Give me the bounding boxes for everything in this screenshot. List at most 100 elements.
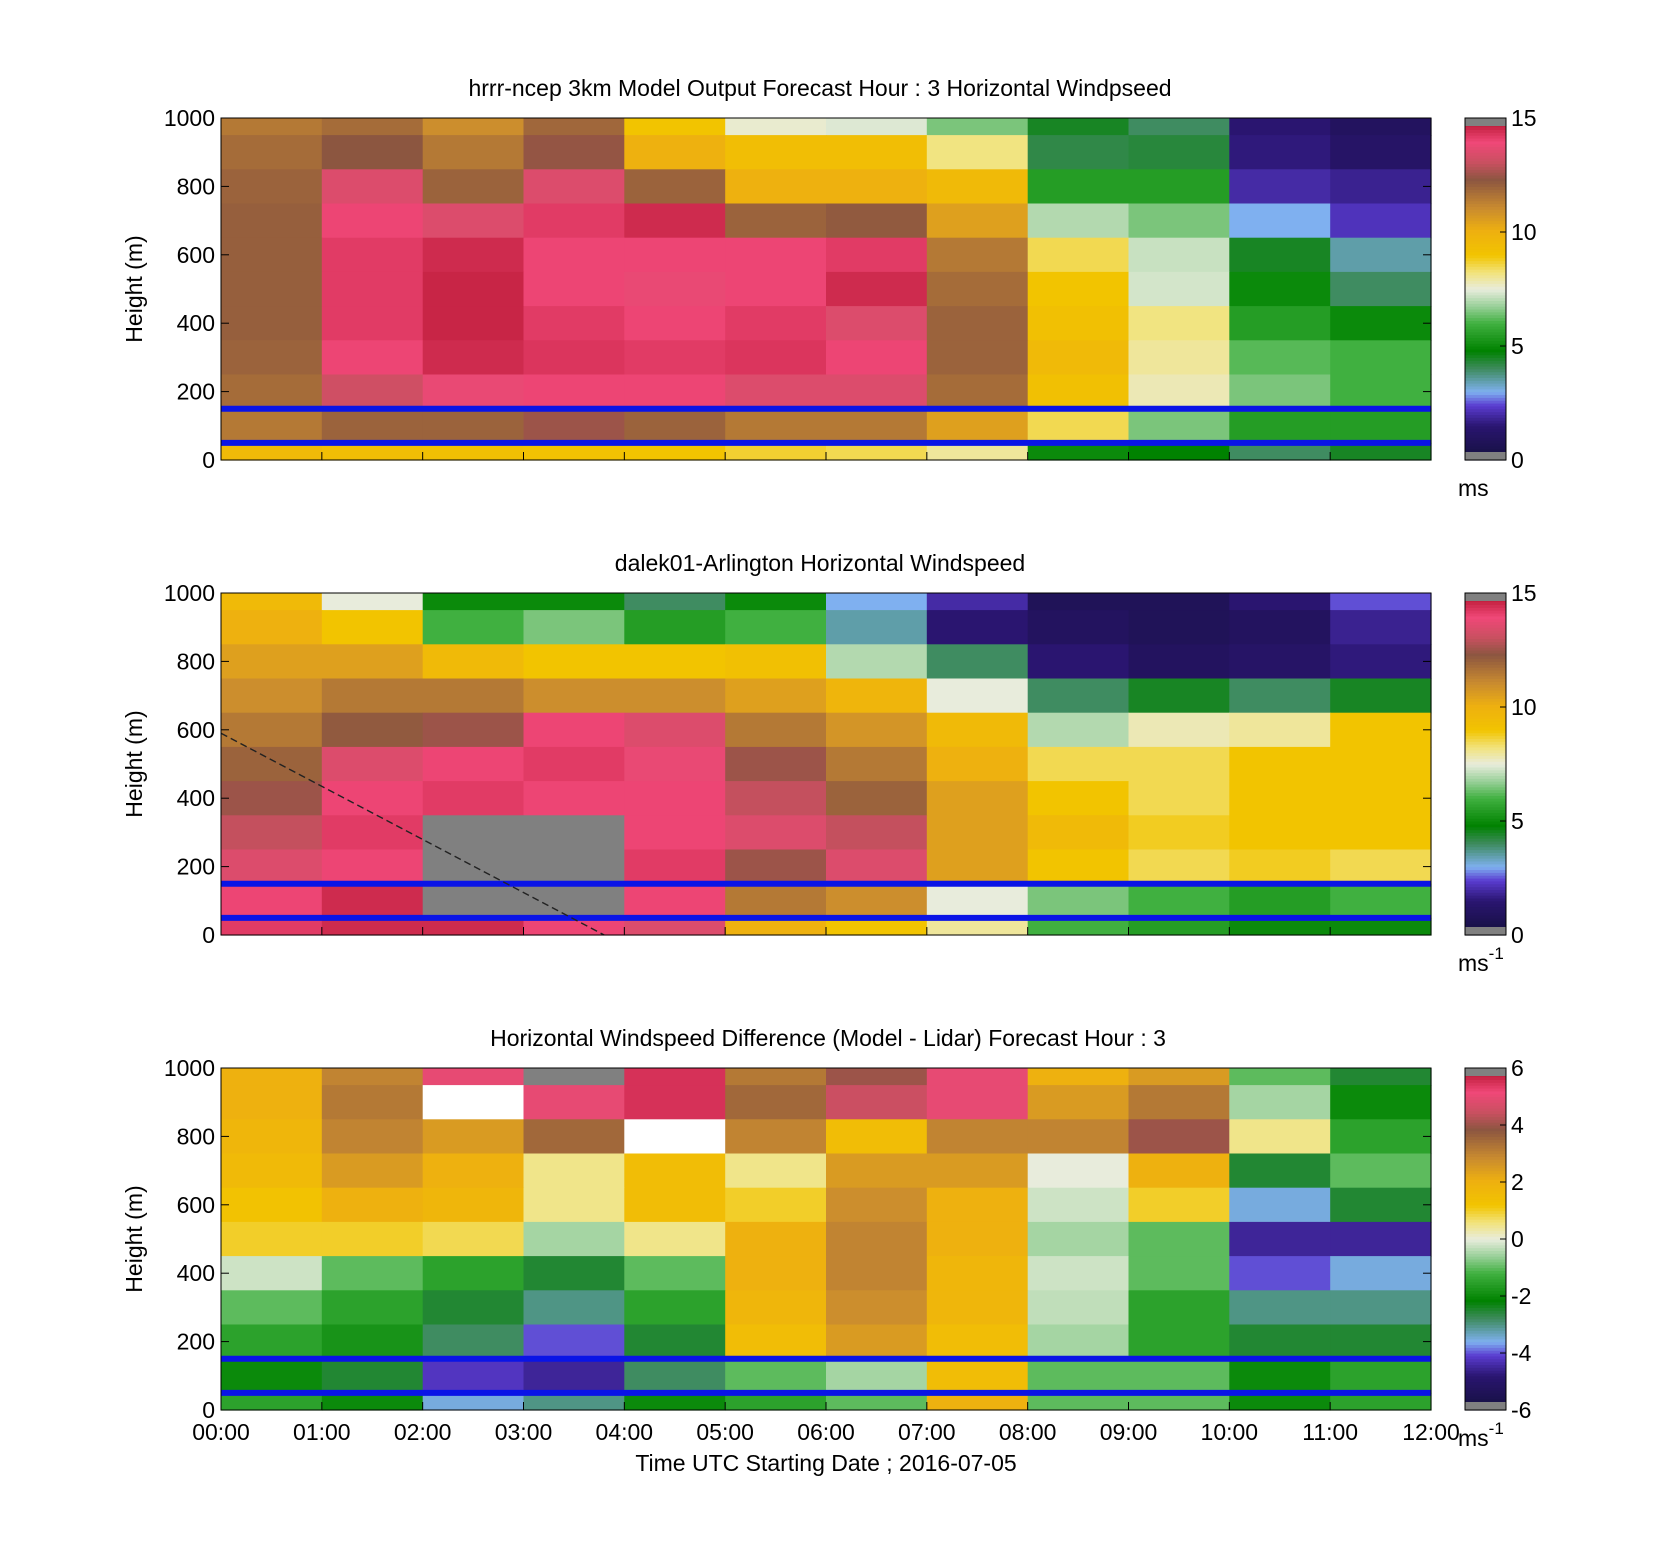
colorbar-segment xyxy=(1465,758,1506,762)
heatmap-cell xyxy=(1330,917,1432,936)
colorbar-tick-label: 5 xyxy=(1511,333,1524,359)
heatmap-cell xyxy=(624,849,726,885)
heatmap-cell xyxy=(523,1221,625,1257)
heatmap-cell xyxy=(221,1187,323,1223)
heatmap-cell xyxy=(624,271,726,307)
colorbar-segment xyxy=(1465,678,1506,682)
y-tick-label: 600 xyxy=(177,242,215,268)
colorbar-segment xyxy=(1465,1085,1506,1089)
panel-difference-x-ticks: 00:00 01:00 02:00 03:00 04:00 05:00 06:00 07:00… xyxy=(192,1402,1460,1445)
heatmap-cell xyxy=(926,237,1029,273)
heatmap-cell xyxy=(1027,271,1130,307)
heatmap-cell xyxy=(1229,1358,1331,1394)
heatmap-cell xyxy=(725,340,827,376)
heatmap-cell xyxy=(826,815,928,851)
panel-model-colorbar: 0 5 10 15 ms xyxy=(1458,105,1537,501)
heatmap-cell xyxy=(422,271,525,307)
colorbar-segment xyxy=(1465,715,1506,719)
heatmap-cell xyxy=(725,1085,827,1120)
heatmap-cell xyxy=(321,1187,424,1223)
colorbar-segment xyxy=(1465,1219,1506,1223)
heatmap-cell xyxy=(624,135,726,170)
heatmap-cell xyxy=(926,1358,1029,1394)
heatmap-cell xyxy=(1330,271,1432,307)
heatmap-cell xyxy=(1229,169,1331,205)
colorbar-segment xyxy=(1465,1304,1506,1308)
colorbar-segment xyxy=(1465,303,1506,307)
heatmap-cell xyxy=(422,746,525,782)
panel-difference: Horizontal Windspeed Difference (Model -… xyxy=(121,1025,1532,1476)
heatmap-cell xyxy=(826,593,928,611)
colorbar-tick-label: 10 xyxy=(1511,694,1537,720)
heatmap-cell xyxy=(1128,1221,1230,1257)
colorbar-segment xyxy=(1465,692,1506,697)
colorbar-segment xyxy=(1465,618,1506,623)
colorbar-segment xyxy=(1465,448,1506,453)
colorbar-segment xyxy=(1465,408,1506,413)
heatmap-cell xyxy=(523,1085,625,1120)
heatmap-cell xyxy=(422,1119,525,1155)
heatmap-cell xyxy=(624,1085,726,1120)
heatmap-cell xyxy=(321,1153,424,1189)
colorbar-segment xyxy=(1465,761,1506,765)
colorbar-segment xyxy=(1465,360,1506,364)
heatmap-cell xyxy=(1330,1256,1432,1291)
colorbar-segment xyxy=(1465,1093,1506,1098)
heatmap-cell xyxy=(221,781,323,816)
colorbar-segment xyxy=(1465,886,1506,890)
colorbar-segment xyxy=(1465,655,1506,660)
heatmap-cell xyxy=(1027,306,1130,341)
colorbar-segment xyxy=(1465,217,1506,222)
colorbar-unit-superscript: -1 xyxy=(1489,944,1504,963)
colorbar-segment xyxy=(1465,277,1506,282)
colorbar-segment xyxy=(1465,749,1506,754)
heatmap-cell xyxy=(321,815,424,851)
heatmap-cell xyxy=(926,1119,1029,1155)
heatmap-cell xyxy=(1229,712,1331,748)
colorbar-segment xyxy=(1465,223,1506,227)
heatmap-cell xyxy=(725,408,827,444)
heatmap-cell xyxy=(1128,203,1230,239)
colorbar-segment xyxy=(1465,1367,1506,1371)
x-tick-label: 05:00 xyxy=(696,1419,754,1445)
colorbar-segment xyxy=(1465,422,1506,427)
heatmap-cell xyxy=(221,306,323,341)
colorbar-segment xyxy=(1465,1210,1506,1214)
colorbar-segment xyxy=(1465,351,1506,356)
colorbar-segment xyxy=(1465,297,1506,301)
heatmap-cell xyxy=(926,917,1029,936)
colorbar-segment xyxy=(1465,405,1506,410)
colorbar-segment xyxy=(1465,1350,1506,1354)
heatmap-cell xyxy=(725,1256,827,1291)
y-tick-label: 200 xyxy=(177,1329,215,1355)
heatmap-cell xyxy=(321,746,424,782)
colorbar-segment xyxy=(1465,863,1506,868)
heatmap-cell xyxy=(926,593,1029,611)
colorbar-segment xyxy=(1465,1125,1506,1129)
colorbar-tick-label: 2 xyxy=(1511,1169,1524,1195)
heatmap-cell xyxy=(926,408,1029,444)
heatmap-cell xyxy=(321,1119,424,1155)
heatmap-cell xyxy=(221,237,323,273)
colorbar-segment xyxy=(1465,391,1506,396)
colorbar-segment xyxy=(1465,149,1506,153)
colorbar-segment xyxy=(1465,237,1506,242)
heatmap-cell xyxy=(321,1221,424,1257)
heatmap-cell xyxy=(826,1392,928,1411)
heatmap-cell xyxy=(221,135,323,170)
colorbar-segment xyxy=(1465,126,1506,130)
colorbar-segment xyxy=(1465,1159,1506,1163)
heatmap-cell xyxy=(926,374,1029,410)
colorbar-segment xyxy=(1465,1298,1506,1303)
heatmap-cell xyxy=(1330,712,1432,748)
heatmap-cell xyxy=(1330,1392,1432,1411)
colorbar-segment xyxy=(1465,249,1506,253)
y-tick-label: 0 xyxy=(202,922,215,948)
colorbar-segment xyxy=(1465,274,1506,279)
colorbar-segment xyxy=(1465,194,1506,199)
heatmap-cell xyxy=(1027,593,1130,611)
heatmap-cell xyxy=(321,374,424,410)
colorbar-segment xyxy=(1465,1330,1506,1334)
heatmap-cell xyxy=(523,746,625,782)
panel-lidar: dalek01-Arlington Horizontal Windspeed 0… xyxy=(121,550,1537,976)
